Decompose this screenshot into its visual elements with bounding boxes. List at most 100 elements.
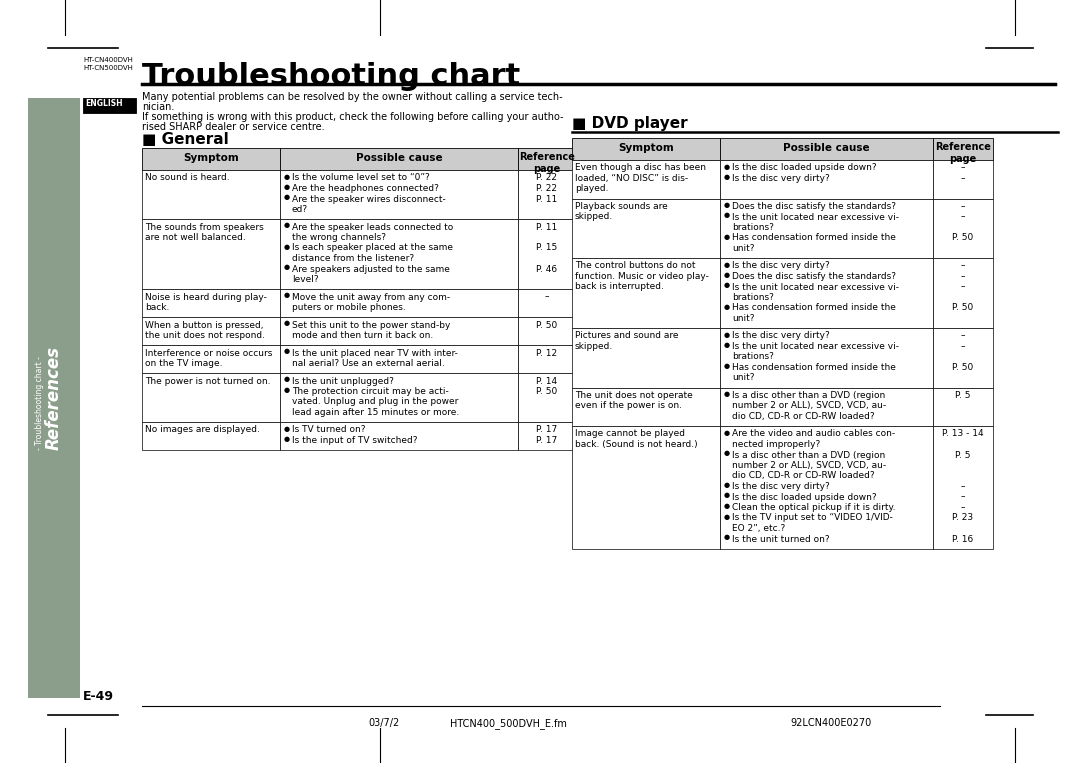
Text: ●: ● — [724, 492, 730, 498]
Bar — [572, 328, 720, 388]
Text: ●: ● — [284, 376, 291, 382]
Text: Reference
page: Reference page — [935, 142, 991, 163]
Bar — [83, 98, 136, 113]
Text: Interference or noise occurs
on the TV image.: Interference or noise occurs on the TV i… — [145, 349, 272, 368]
Bar — [720, 388, 933, 426]
Text: ENGLISH: ENGLISH — [85, 99, 123, 108]
Text: Is the input of TV switched?: Is the input of TV switched? — [292, 436, 418, 445]
Text: Is the disc loaded upside down?: Is the disc loaded upside down? — [732, 492, 877, 501]
Bar — [280, 345, 518, 373]
Text: ●: ● — [724, 391, 730, 397]
Text: –: – — [961, 262, 966, 271]
Text: ●: ● — [284, 265, 291, 271]
Text: Is the unit turned on?: Is the unit turned on? — [732, 535, 829, 543]
Text: ●: ● — [284, 320, 291, 327]
Bar — [720, 160, 933, 198]
Text: Is the unit placed near TV with inter-
nal aerial? Use an external aerial.: Is the unit placed near TV with inter- n… — [292, 349, 458, 368]
Text: Has condensation formed inside the
unit?: Has condensation formed inside the unit? — [732, 363, 896, 382]
Text: Clean the optical pickup if it is dirty.: Clean the optical pickup if it is dirty. — [732, 503, 895, 512]
Text: ■ DVD player: ■ DVD player — [572, 116, 688, 131]
Text: The protection circuit may be acti-
vated. Unplug and plug in the power
lead aga: The protection circuit may be acti- vate… — [292, 387, 459, 417]
Text: ●: ● — [284, 387, 291, 393]
Bar — [280, 289, 518, 317]
Bar — [572, 388, 720, 426]
Text: If something is wrong with this product, check the following before calling your: If something is wrong with this product,… — [141, 112, 564, 122]
Text: Is the disc very dirty?: Is the disc very dirty? — [732, 174, 829, 183]
Bar — [518, 170, 576, 219]
Text: P. 5: P. 5 — [955, 450, 971, 459]
Text: nician.: nician. — [141, 102, 174, 112]
Text: P. 11: P. 11 — [537, 223, 557, 231]
Bar — [141, 170, 280, 219]
Text: P. 12: P. 12 — [537, 349, 557, 358]
Text: HT-CN500DVH: HT-CN500DVH — [83, 65, 133, 71]
Text: ●: ● — [724, 202, 730, 208]
Text: Are the headphones connected?: Are the headphones connected? — [292, 184, 438, 193]
Text: ●: ● — [724, 430, 730, 436]
Text: ●: ● — [724, 163, 730, 169]
Text: The power is not turned on.: The power is not turned on. — [145, 376, 270, 385]
Text: ●: ● — [284, 292, 291, 298]
Bar — [518, 148, 576, 170]
Text: ●: ● — [724, 272, 730, 278]
Bar — [572, 258, 720, 328]
Text: Many potential problems can be resolved by the owner without calling a service t: Many potential problems can be resolved … — [141, 92, 563, 102]
Text: P. 50: P. 50 — [537, 320, 557, 330]
Bar — [572, 160, 720, 198]
Bar — [518, 422, 576, 450]
Text: Even though a disc has been
loaded, “NO DISC” is dis-
played.: Even though a disc has been loaded, “NO … — [575, 163, 706, 193]
Bar — [518, 289, 576, 317]
Text: P. 13 - 14: P. 13 - 14 — [942, 430, 984, 439]
Text: Reference
page: Reference page — [519, 152, 575, 174]
Text: The unit does not operate
even if the power is on.: The unit does not operate even if the po… — [575, 391, 692, 410]
Text: ●: ● — [724, 503, 730, 509]
Text: P. 23: P. 23 — [953, 513, 973, 523]
Bar — [720, 328, 933, 388]
Text: 03/7/2: 03/7/2 — [368, 718, 400, 728]
Bar — [572, 426, 720, 549]
Text: The sounds from speakers
are not well balanced.: The sounds from speakers are not well ba… — [145, 223, 264, 242]
Text: Is the unit located near excessive vi-
brations?: Is the unit located near excessive vi- b… — [732, 342, 899, 362]
Text: P. 50: P. 50 — [953, 363, 974, 372]
Text: –: – — [544, 292, 550, 301]
Text: Image cannot be played
back. (Sound is not heard.): Image cannot be played back. (Sound is n… — [575, 430, 698, 449]
Text: Possible cause: Possible cause — [355, 153, 443, 163]
Text: Is the disc loaded upside down?: Is the disc loaded upside down? — [732, 163, 877, 172]
Text: ●: ● — [284, 173, 291, 179]
Text: Has condensation formed inside the
unit?: Has condensation formed inside the unit? — [732, 233, 896, 253]
Bar — [720, 198, 933, 258]
Bar — [933, 198, 993, 258]
Text: The control buttons do not
function. Music or video play-
back is interrupted.: The control buttons do not function. Mus… — [575, 262, 708, 291]
Bar — [141, 373, 280, 422]
Text: ●: ● — [724, 233, 730, 240]
Bar — [141, 219, 280, 289]
Text: P. 22: P. 22 — [537, 173, 557, 182]
Text: ●: ● — [724, 213, 730, 218]
Bar — [280, 219, 518, 289]
Text: ●: ● — [284, 436, 291, 442]
Bar — [572, 198, 720, 258]
Text: Is the disc very dirty?: Is the disc very dirty? — [732, 331, 829, 340]
Bar — [280, 373, 518, 422]
Text: P. 50: P. 50 — [537, 387, 557, 396]
Text: ●: ● — [724, 513, 730, 520]
Text: 92LCN400E0270: 92LCN400E0270 — [789, 718, 872, 728]
Text: ●: ● — [284, 184, 291, 190]
Text: Are the video and audio cables con-
nected improperly?: Are the video and audio cables con- nect… — [732, 430, 895, 449]
Text: Is the volume level set to “0”?: Is the volume level set to “0”? — [292, 173, 430, 182]
Bar — [720, 138, 933, 160]
Text: Is the unit unplugged?: Is the unit unplugged? — [292, 376, 394, 385]
Bar — [28, 98, 80, 698]
Text: –: – — [961, 163, 966, 172]
Text: No sound is heard.: No sound is heard. — [145, 173, 230, 182]
Text: ●: ● — [724, 535, 730, 540]
Text: –: – — [961, 503, 966, 512]
Text: P. 11: P. 11 — [537, 195, 557, 204]
Bar — [518, 373, 576, 422]
Text: Move the unit away from any com-
puters or mobile phones.: Move the unit away from any com- puters … — [292, 292, 450, 312]
Bar — [280, 317, 518, 345]
Text: –: – — [961, 492, 966, 501]
Text: ●: ● — [724, 363, 730, 369]
Bar — [933, 426, 993, 549]
Text: rised SHARP dealer or service centre.: rised SHARP dealer or service centre. — [141, 122, 325, 132]
